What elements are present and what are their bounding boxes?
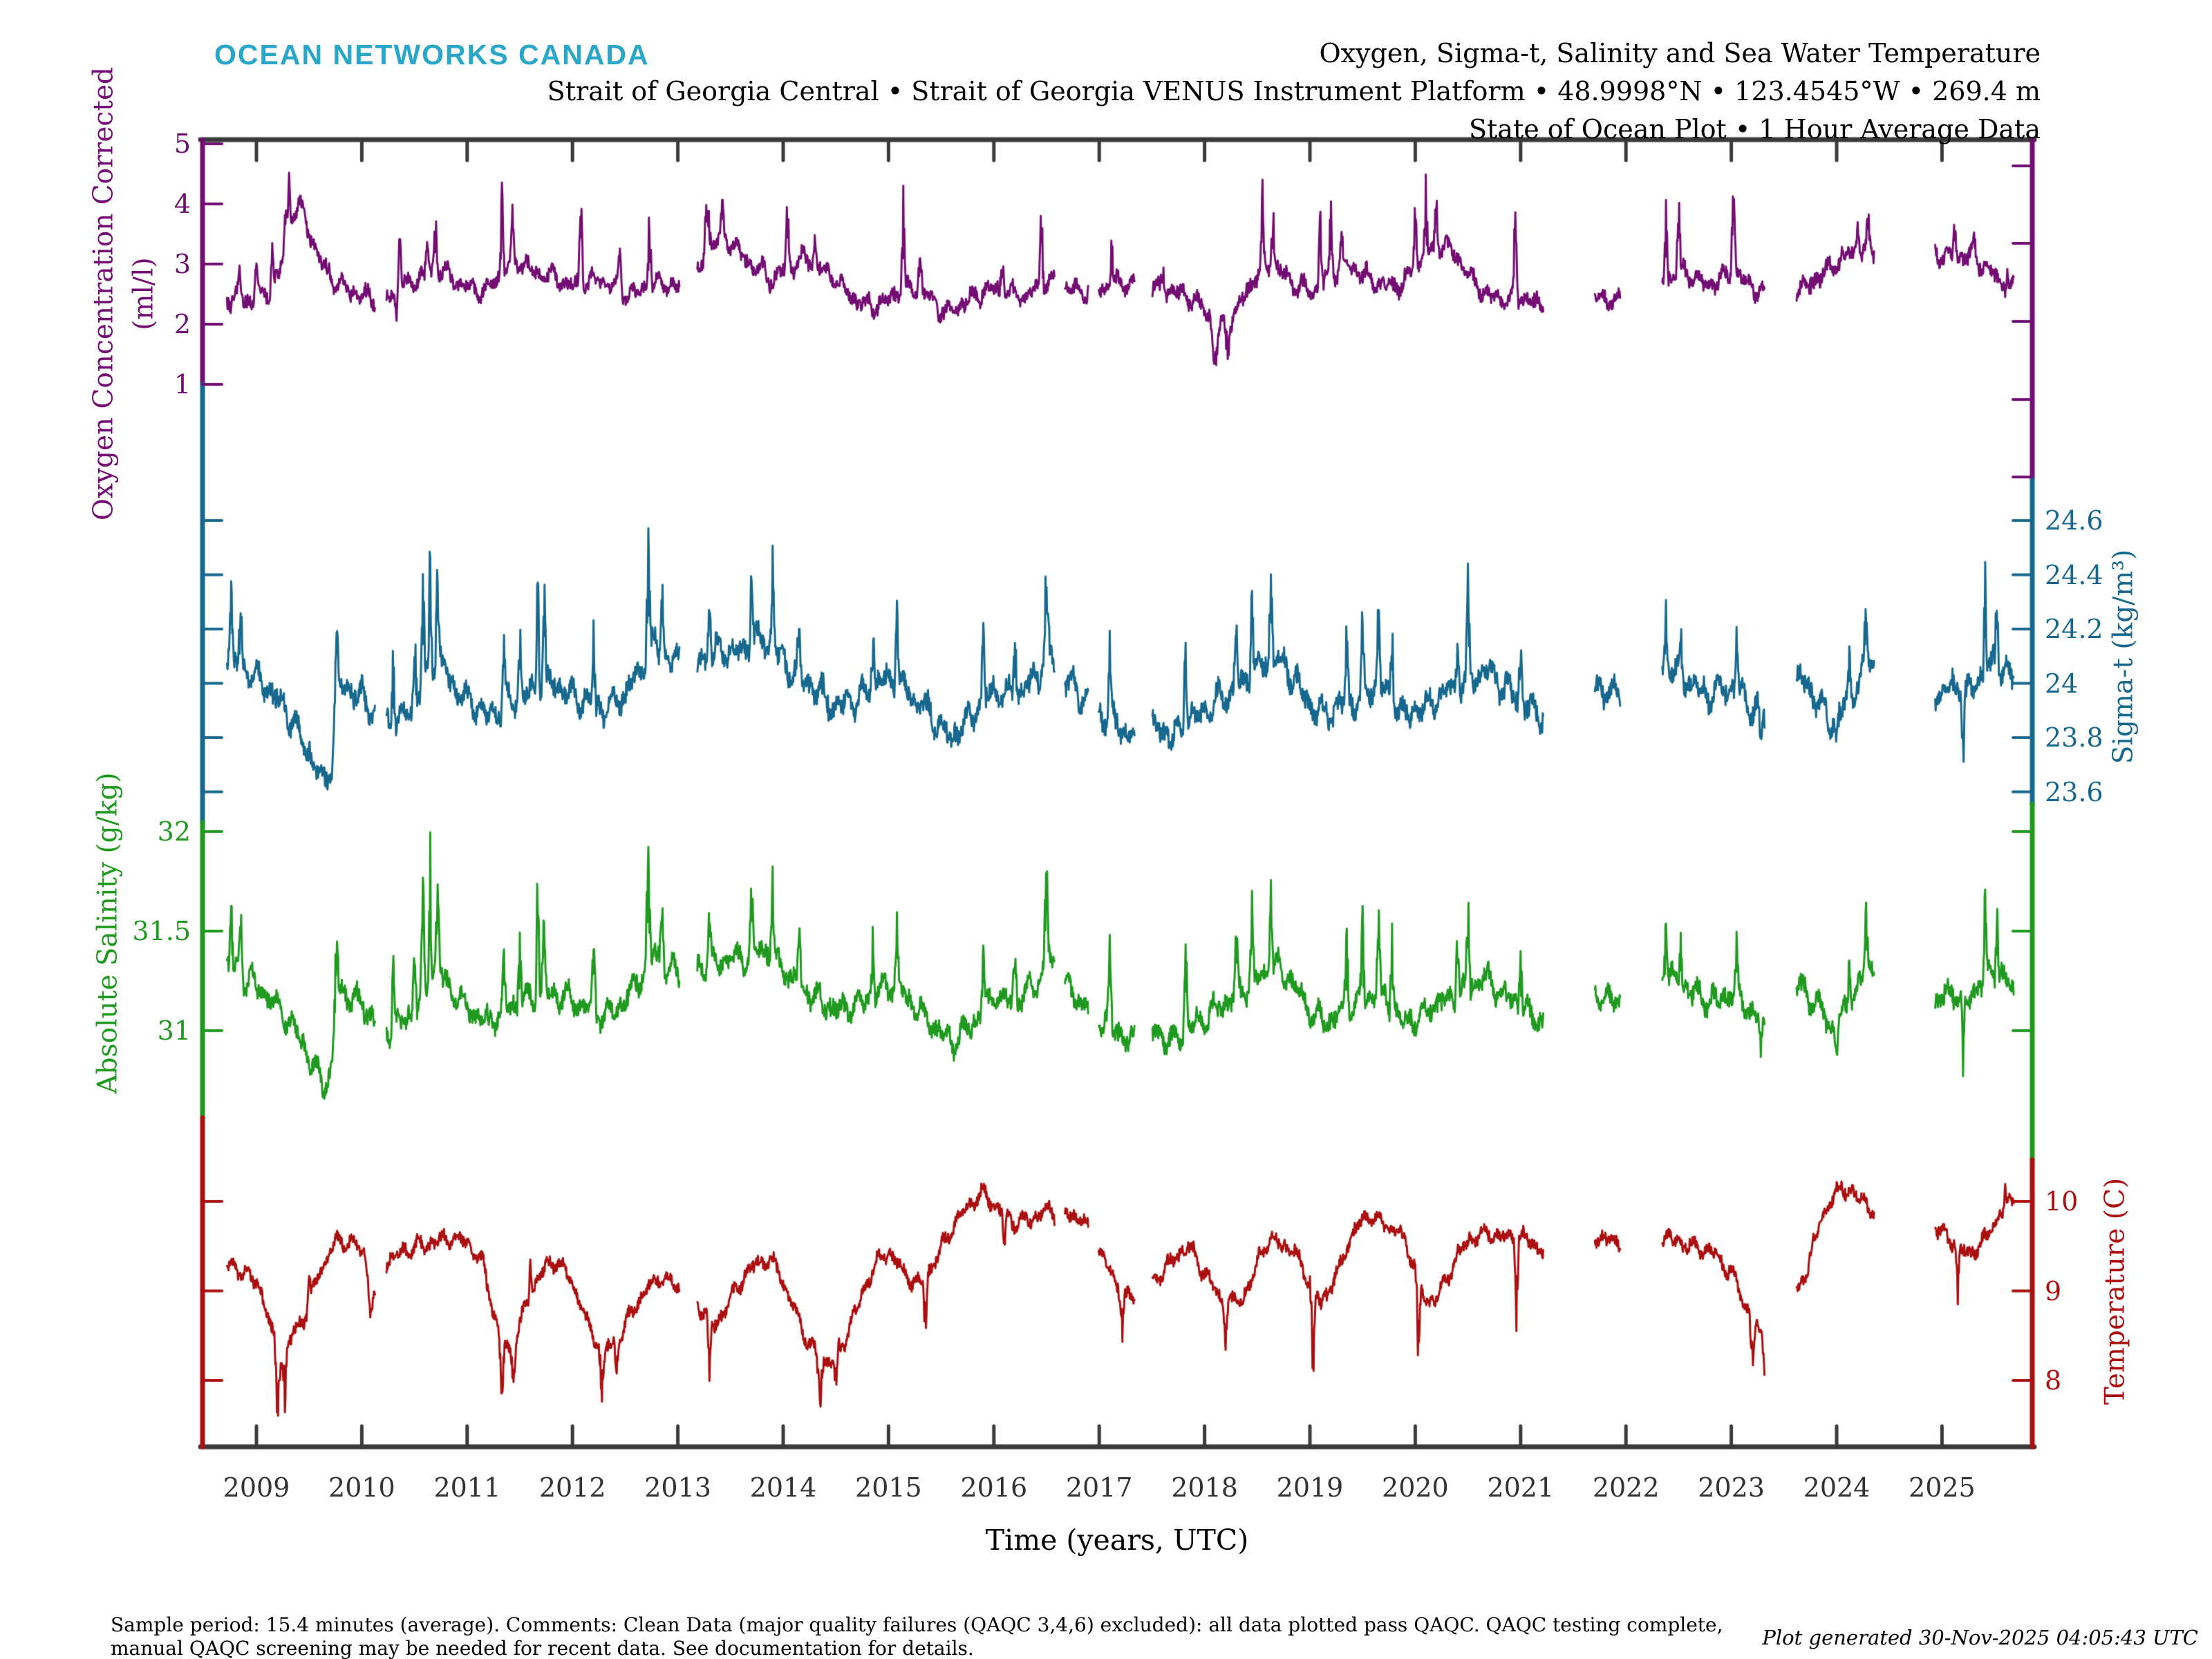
salinity-tick-label: 31.5	[132, 916, 191, 946]
x-axis-year-label: 2014	[749, 1472, 817, 1503]
x-axis-year-label: 2024	[1803, 1472, 1871, 1503]
oxygen-axis-label: (ml/l)	[128, 257, 160, 330]
sigma_t-tick-label: 24.4	[2045, 559, 2103, 590]
salinity-axis-label: Absolute Salinity (g/kg)	[92, 772, 124, 1094]
temperature-tick-label: 10	[2045, 1186, 2079, 1217]
sigma_t-tick-label: 24.6	[2045, 505, 2103, 536]
sigma_t-tick-label: 23.6	[2045, 776, 2103, 807]
oxygen-tick-label: 5	[174, 129, 191, 159]
footer-comments: Sample period: 15.4 minutes (average). C…	[111, 1613, 1723, 1659]
temperature-tick-label: 9	[2045, 1275, 2062, 1306]
sigma_t-axis-label: Sigma-t (kg/m³)	[2108, 549, 2139, 765]
x-axis-year-label: 2009	[223, 1472, 290, 1503]
x-axis-year-label: 2023	[1698, 1472, 1765, 1503]
x-axis-year-label: 2019	[1276, 1472, 1344, 1503]
footer-line-2: manual QAQC screening may be needed for …	[111, 1637, 974, 1659]
x-axis-year-label: 2011	[433, 1472, 501, 1503]
x-axis-year-label: 2025	[1909, 1472, 1976, 1503]
x-axis-year-label: 2010	[328, 1472, 395, 1503]
x-axis-year-label: 2020	[1382, 1472, 1449, 1503]
x-axis-year-label: 2022	[1592, 1472, 1660, 1503]
x-axis-year-label: 2015	[855, 1472, 922, 1503]
x-axis-year-label: 2017	[1065, 1472, 1133, 1503]
x-axis-year-label: 2018	[1171, 1472, 1238, 1503]
oxygen-axis-label: Oxygen Concentration Corrected	[88, 67, 120, 521]
oxygen-tick-label: 1	[174, 369, 191, 400]
title-line-3: State of Ocean Plot • 1 Hour Average Dat…	[1468, 114, 2041, 144]
plot-generated-timestamp: Plot generated 30-Nov-2025 04:05:43 UTC	[1762, 1626, 2198, 1649]
x-axis-year-label: 2013	[644, 1472, 711, 1503]
x-axis-year-label: 2012	[538, 1472, 606, 1503]
x-axis-year-label: 2016	[960, 1472, 1028, 1503]
plot-title-block: Oxygen, Sigma-t, Salinity and Sea Water …	[547, 35, 2041, 149]
x-axis-title: Time (years, UTC)	[985, 1524, 1249, 1557]
temperature-axis-label: Temperature (C)	[2099, 1177, 2131, 1405]
sigma_t-tick-label: 23.8	[2045, 722, 2103, 753]
sigma_t-tick-label: 24.2	[2045, 614, 2103, 644]
sigma_t-tick-label: 24	[2045, 668, 2079, 699]
footer-line-1: Sample period: 15.4 minutes (average). C…	[111, 1613, 1723, 1636]
title-line-2: Strait of Georgia Central • Strait of Ge…	[547, 76, 2041, 106]
salinity-tick-label: 32	[157, 816, 191, 847]
x-axis-year-label: 2021	[1487, 1472, 1555, 1503]
salinity-tick-label: 31	[157, 1015, 191, 1046]
ocean-networks-canada-logo: OCEAN NETWORKS CANADA	[214, 39, 650, 71]
oxygen-tick-label: 3	[174, 249, 191, 279]
temperature-tick-label: 8	[2045, 1365, 2062, 1396]
oxygen-tick-label: 4	[174, 189, 191, 219]
title-line-1: Oxygen, Sigma-t, Salinity and Sea Water …	[1319, 38, 2041, 68]
oxygen-tick-label: 2	[174, 309, 191, 339]
